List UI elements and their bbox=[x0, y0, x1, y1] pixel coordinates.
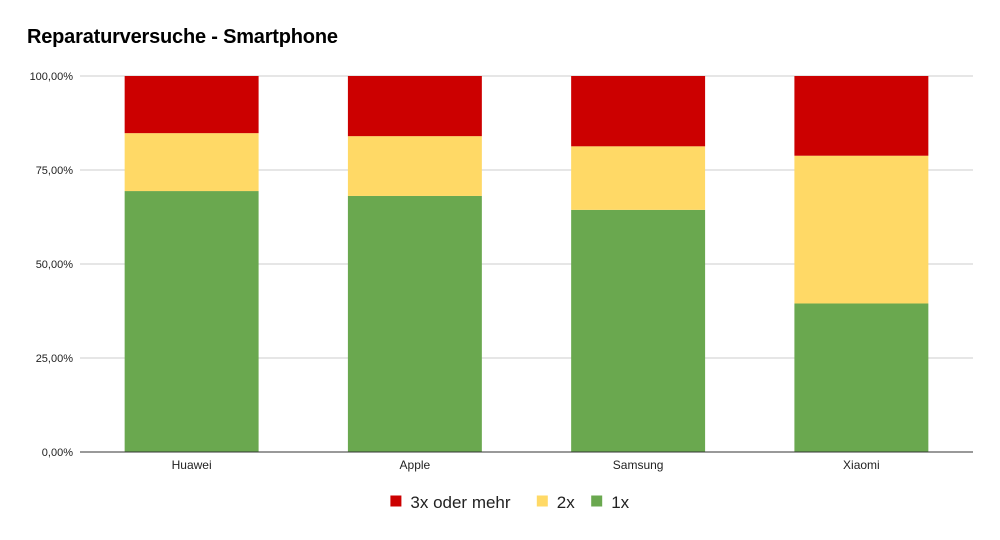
y-tick-label: 25,00% bbox=[36, 353, 74, 365]
bar-apple-3x-oder-mehr bbox=[347, 76, 482, 137]
bar-xiaomi-3x-oder-mehr bbox=[794, 76, 929, 156]
legend-swatch bbox=[536, 495, 548, 507]
bar-xiaomi-2x bbox=[794, 155, 929, 304]
x-tick-label: Samsung bbox=[613, 458, 664, 472]
y-tick-label: 100,00% bbox=[30, 71, 74, 83]
legend-label: 2x bbox=[557, 493, 575, 512]
y-tick-label: 0,00% bbox=[42, 447, 73, 459]
y-tick-label: 50,00% bbox=[36, 259, 74, 271]
y-tick-label: 75,00% bbox=[36, 165, 74, 177]
bar-xiaomi-1x bbox=[794, 303, 929, 452]
bar-huawei-3x-oder-mehr bbox=[124, 76, 259, 134]
legend-label: 1x bbox=[611, 493, 629, 512]
bar-apple-1x bbox=[347, 195, 482, 452]
bar-apple-2x bbox=[347, 136, 482, 196]
bar-samsung-3x-oder-mehr bbox=[571, 76, 706, 147]
bar-huawei-2x bbox=[124, 133, 259, 192]
chart-title: Reparaturversuche - Smartphone bbox=[27, 26, 338, 48]
bar-samsung-2x bbox=[571, 146, 706, 210]
x-tick-label: Apple bbox=[400, 458, 431, 472]
x-tick-label: Xiaomi bbox=[843, 458, 880, 472]
legend-swatch bbox=[591, 495, 603, 507]
bar-huawei-1x bbox=[124, 191, 259, 452]
legend-swatch bbox=[390, 495, 402, 507]
legend-label: 3x oder mehr bbox=[410, 493, 510, 512]
x-tick-label: Huawei bbox=[172, 458, 212, 472]
bar-samsung-1x bbox=[571, 209, 706, 452]
